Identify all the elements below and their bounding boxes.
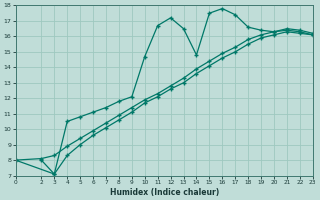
X-axis label: Humidex (Indice chaleur): Humidex (Indice chaleur) [109, 188, 219, 197]
